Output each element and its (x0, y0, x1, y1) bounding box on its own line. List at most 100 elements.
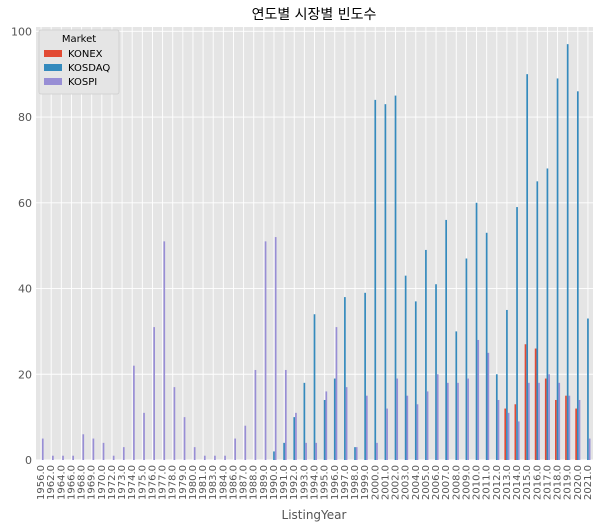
bar-kosdaq (495, 374, 498, 460)
x-tick-label: 1981.0 (198, 465, 209, 500)
bar-kospi (305, 442, 307, 460)
bar-kospi (548, 374, 550, 460)
bar-kosdaq (566, 44, 569, 461)
bar-konex (565, 395, 567, 460)
bar-kospi (497, 399, 500, 460)
bar-kospi (122, 447, 125, 460)
legend-label-kosdaq: KOSDAQ (68, 63, 110, 74)
bar-kospi (41, 438, 44, 460)
x-tick-label: 1991.0 (279, 465, 290, 500)
chart-title: 연도별 시장별 빈도수 (252, 7, 377, 23)
x-tick-label: 2005.0 (421, 465, 432, 500)
x-tick-label: 1993.0 (299, 465, 310, 500)
x-tick-label: 1974.0 (127, 465, 138, 500)
y-tick-label: 20 (18, 368, 32, 381)
bar-kosdaq (323, 399, 326, 460)
x-tick-label: 1990.0 (269, 465, 280, 500)
x-tick-label: 2013.0 (502, 465, 513, 500)
x-tick-label: 1997.0 (340, 465, 351, 500)
bar-kospi (173, 387, 176, 460)
bar-kosdaq (273, 451, 275, 460)
x-tick-label: 1968.0 (77, 465, 88, 500)
x-tick-label: 1964.0 (56, 465, 67, 500)
x-tick-label: 2015.0 (522, 465, 533, 500)
bar-kospi (203, 455, 206, 460)
bar-kospi (365, 395, 368, 460)
bar-kospi (578, 399, 581, 460)
x-tick-label: 1970.0 (97, 465, 108, 500)
bar-kospi (426, 391, 429, 460)
x-tick-label: 1966.0 (66, 465, 77, 500)
y-tick-label: 40 (18, 283, 32, 296)
x-tick-label: 1977.0 (158, 465, 169, 500)
bar-konex (575, 408, 577, 460)
bar-kospi (325, 391, 328, 460)
bar-kospi (568, 395, 571, 460)
x-tick-label: 2000.0 (370, 465, 381, 500)
bar-kosdaq (394, 95, 397, 460)
x-tick-label: 1988.0 (249, 465, 260, 500)
x-tick-label: 1992.0 (289, 465, 300, 500)
bar-kospi (264, 241, 267, 460)
bar-kospi (133, 365, 135, 460)
y-tick-label: 60 (18, 197, 32, 210)
bar-kosdaq (556, 78, 559, 460)
bar-kosdaq (536, 181, 539, 460)
x-tick-label: 1976.0 (147, 465, 158, 500)
x-tick-label: 1996.0 (330, 465, 341, 500)
bar-konex (544, 378, 547, 460)
x-tick-label: 2021.0 (583, 465, 594, 500)
x-tick-label: 2008.0 (451, 465, 462, 500)
bar-kosdaq (333, 378, 336, 460)
bar-kosdaq (283, 442, 285, 460)
bar-kospi (416, 404, 419, 460)
bar-kosdaq (344, 297, 346, 460)
bar-kospi (72, 455, 74, 460)
legend-label-konex: KONEX (68, 49, 103, 60)
bar-kosdaq (364, 292, 366, 460)
bar-kospi (224, 455, 226, 460)
x-tick-label: 2009.0 (461, 465, 472, 500)
x-tick-label: 1995.0 (320, 465, 331, 500)
bar-kospi (436, 374, 439, 460)
x-tick-label: 1975.0 (137, 465, 148, 500)
bar-kospi (588, 438, 591, 460)
bar-kospi (396, 378, 399, 460)
bar-kospi (153, 327, 155, 460)
x-tick-label: 2001.0 (380, 465, 391, 500)
bar-kosdaq (506, 309, 508, 460)
x-tick-label: 1989.0 (259, 465, 270, 500)
x-tick-label: 2019.0 (563, 465, 574, 500)
bar-konex (555, 399, 557, 460)
x-tick-label: 2014.0 (512, 465, 523, 500)
bar-kosdaq (313, 314, 316, 460)
bar-kospi (183, 417, 186, 460)
bars (41, 44, 591, 461)
y-tick-label: 80 (18, 111, 32, 124)
x-tick-label: 2003.0 (401, 465, 412, 500)
bar-kosdaq (435, 284, 437, 460)
bar-kospi (284, 369, 287, 460)
x-tick-label: 2011.0 (482, 465, 493, 500)
x-tick-label: 1979.0 (178, 465, 189, 500)
bar-kosdaq (485, 232, 488, 460)
x-tick-label: 1986.0 (228, 465, 239, 500)
bar-kospi (457, 382, 459, 460)
bar-kospi (193, 447, 196, 460)
bar-kosdaq (475, 202, 478, 460)
x-tick-labels: 1956.0 1962.0 1964.0 1966.0 1968.0 1969.0 1970… (36, 465, 594, 500)
bar-kosdaq (303, 382, 306, 460)
y-tick-label: 100 (11, 25, 32, 38)
bar-konex (524, 344, 527, 460)
bar-kospi (62, 455, 64, 460)
x-tick-label: 1956.0 (36, 465, 47, 500)
x-tick-label: 1980.0 (188, 465, 199, 500)
bar-kospi (558, 382, 561, 460)
x-tick-label: 1983.0 (208, 465, 219, 500)
bar-kospi (487, 352, 490, 460)
bar-kospi (315, 442, 318, 460)
bar-kospi (447, 382, 449, 460)
bar-kospi (406, 395, 409, 460)
y-tick-label: 0 (25, 454, 32, 467)
